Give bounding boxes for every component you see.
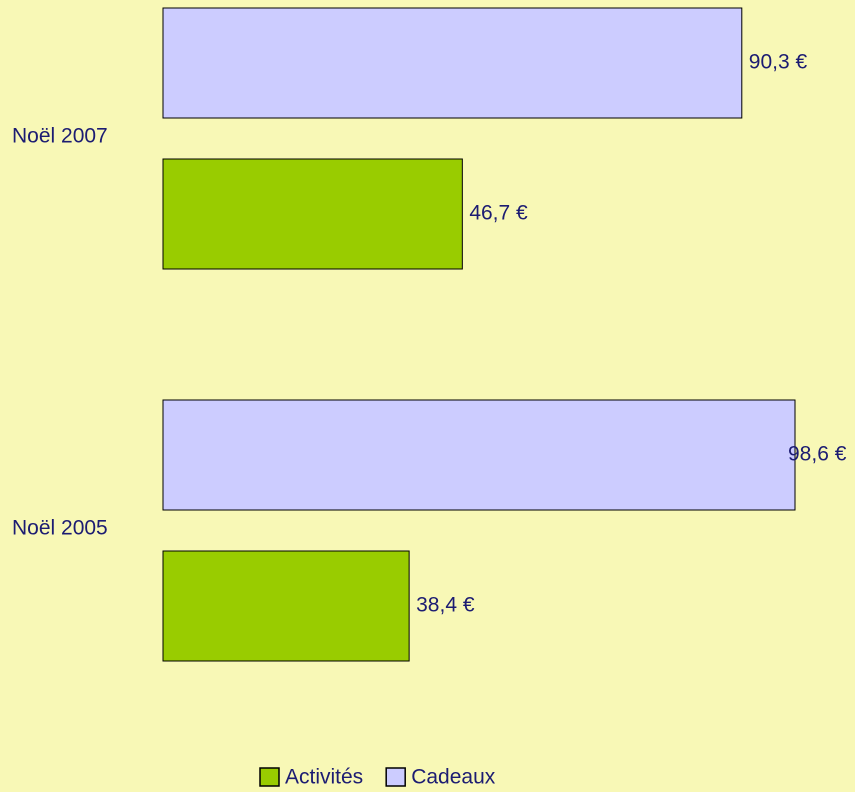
legend-label: Activités [285, 766, 363, 789]
category-label: Noël 2005 [12, 517, 108, 540]
bar [162, 550, 410, 662]
bar [162, 399, 796, 511]
legend-swatch [385, 767, 406, 787]
value-label: 98,6 € [788, 443, 847, 466]
value-label: 46,7 € [469, 202, 528, 225]
bar [162, 7, 743, 119]
bar [162, 158, 463, 270]
legend-label: Cadeaux [411, 766, 496, 789]
category-label: Noël 2007 [12, 125, 108, 148]
value-label: 38,4 € [416, 594, 475, 617]
value-label: 90,3 € [749, 51, 808, 74]
legend-swatch [259, 767, 280, 787]
